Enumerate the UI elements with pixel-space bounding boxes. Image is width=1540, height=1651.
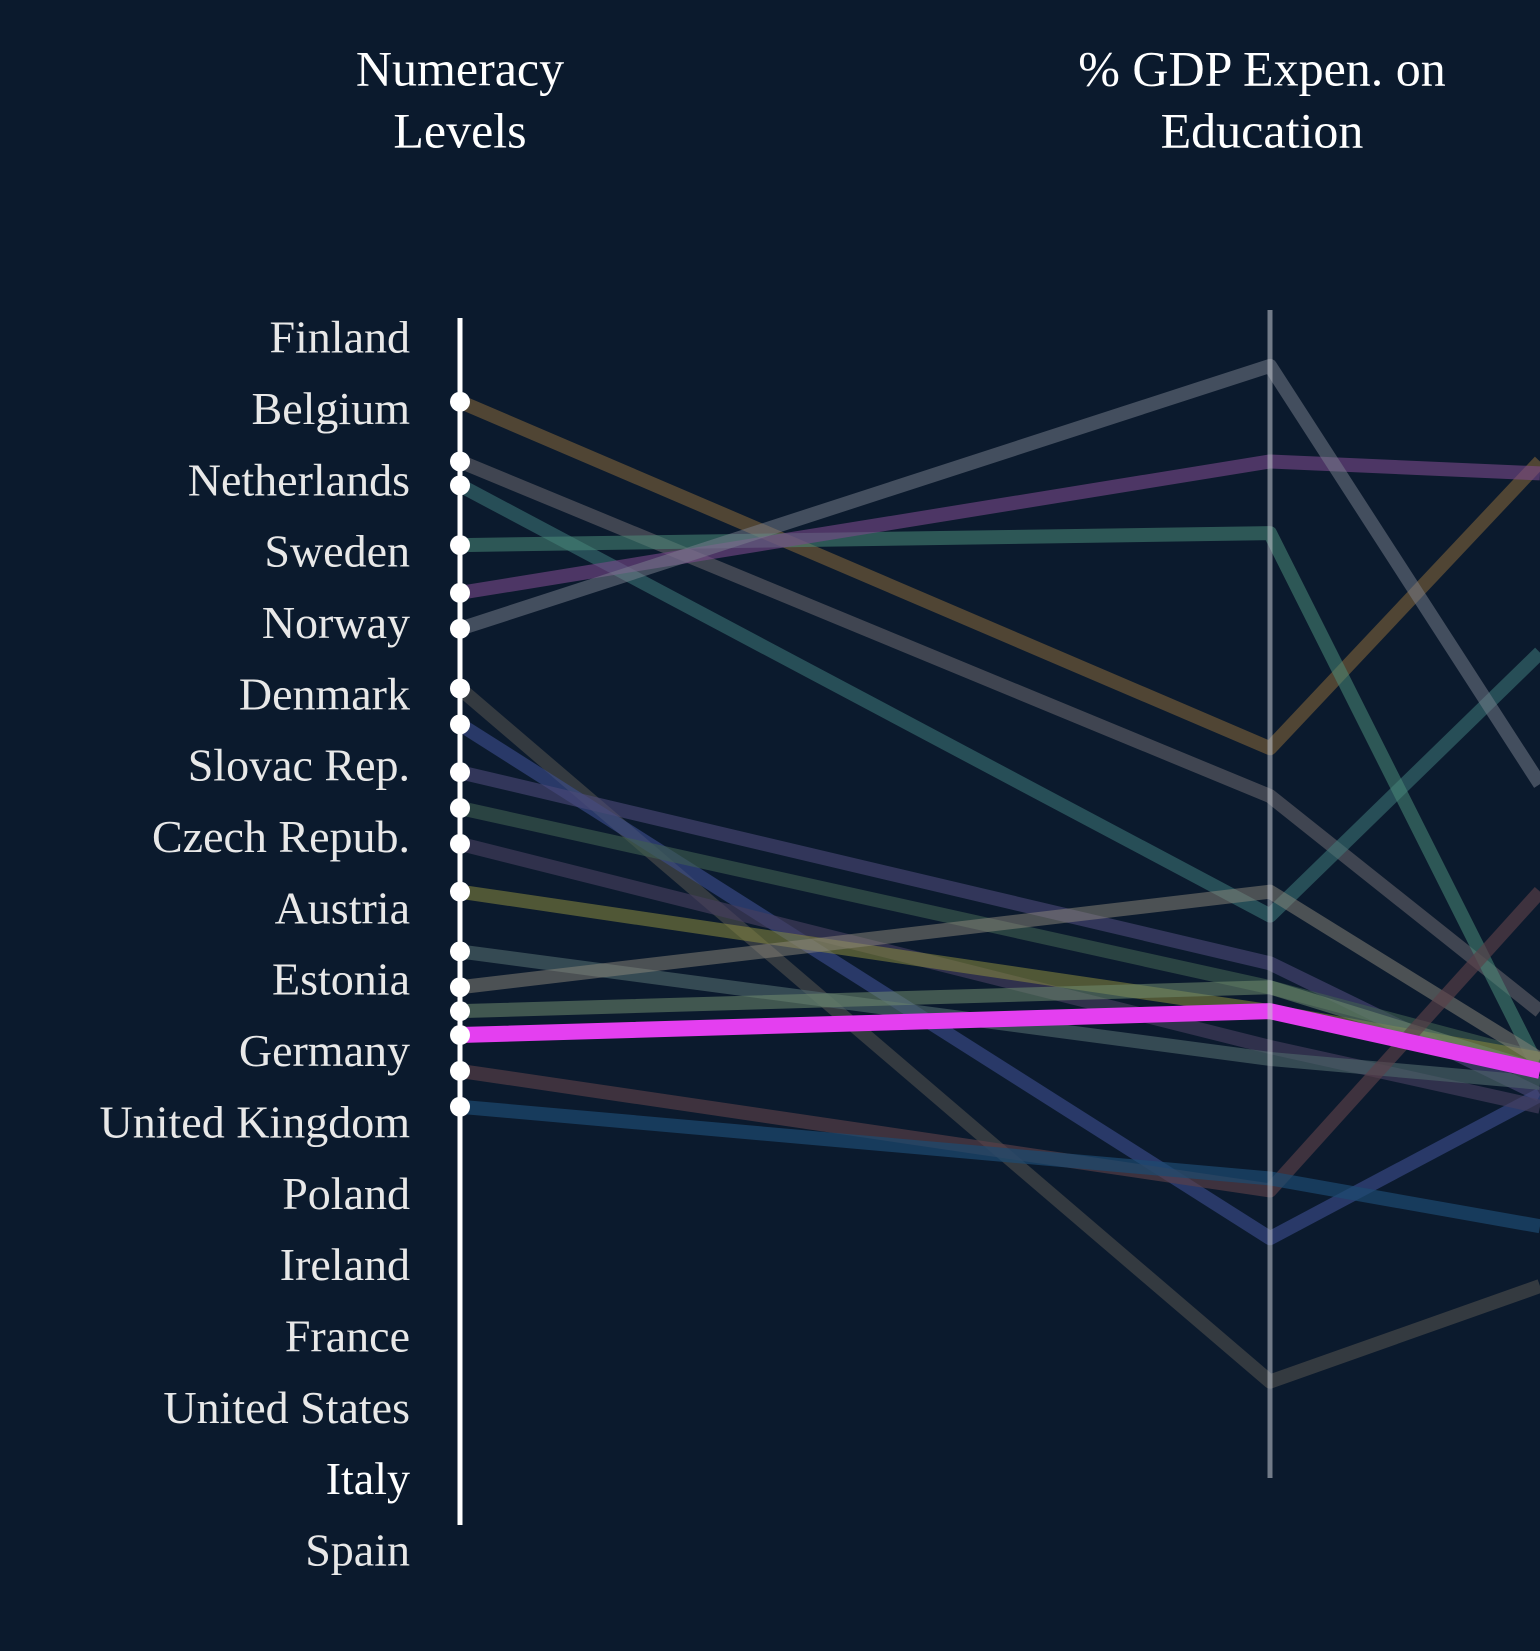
numeracy-point-9 [450,798,470,818]
axis-title-numeracy-line-2: Levels [393,102,526,158]
country-label-italy: Italy [326,1453,410,1504]
series-line-denmark [457,358,1540,788]
numeracy-point-7 [450,714,470,735]
country-label-france: France [285,1311,410,1362]
axes [457,310,1273,1525]
country-label-poland: Poland [282,1168,410,1219]
numeracy-point-11 [450,881,470,902]
numeracy-point-3 [450,535,470,556]
country-label-finland: Finland [269,312,410,363]
country-label-norway: Norway [262,597,410,648]
country-label-united-kingdom: United Kingdom [100,1096,411,1147]
numeracy-point-1 [450,451,470,472]
numeracy-point-14 [450,1001,470,1022]
axis-points [450,391,470,1117]
numeracy-point-2 [450,475,470,496]
numeracy-point-4 [450,582,470,603]
numeracy-point-8 [450,762,470,783]
series-line-spain [459,1099,1540,1234]
country-label-ireland: Ireland [280,1239,410,1290]
numeracy-point-5 [450,618,470,639]
numeracy-point-0 [450,391,470,412]
country-label-estonia: Estonia [272,954,410,1005]
country-label-czech-repub-: Czech Repub. [152,811,410,862]
numeracy-point-17 [450,1096,470,1117]
axis-title-gdp_edu-line-1: % GDP Expen. on [1078,40,1446,96]
country-label-belgium: Belgium [252,383,411,434]
country-label-sweden: Sweden [264,526,410,577]
numeracy-point-10 [450,833,470,854]
numeracy-point-6 [450,678,470,699]
country-label-spain: Spain [305,1525,410,1576]
country-label-germany: Germany [239,1025,410,1076]
series-lines [455,358,1540,1389]
country-label-austria: Austria [275,882,410,933]
numeracy-point-15 [450,1025,470,1046]
axis-title-numeracy-line-1: Numeracy [356,40,564,96]
numeracy-point-13 [450,977,470,998]
numeracy-point-16 [450,1060,470,1081]
country-label-denmark: Denmark [239,668,410,719]
series-line-unnamed-2 [456,479,1540,923]
country-label-slovac-rep-: Slovac Rep. [188,740,410,791]
axis-titles: Numeracy Levels % GDP Expen. on Education [356,40,1446,158]
country-label-netherlands: Netherlands [188,454,410,505]
country-label-united-states: United States [163,1382,410,1433]
country-labels: Finland Belgium Netherlands Sweden Norway Den… [100,312,411,1576]
axis-title-gdp_edu-line-2: Education [1161,102,1364,158]
numeracy-point-12 [450,941,470,962]
